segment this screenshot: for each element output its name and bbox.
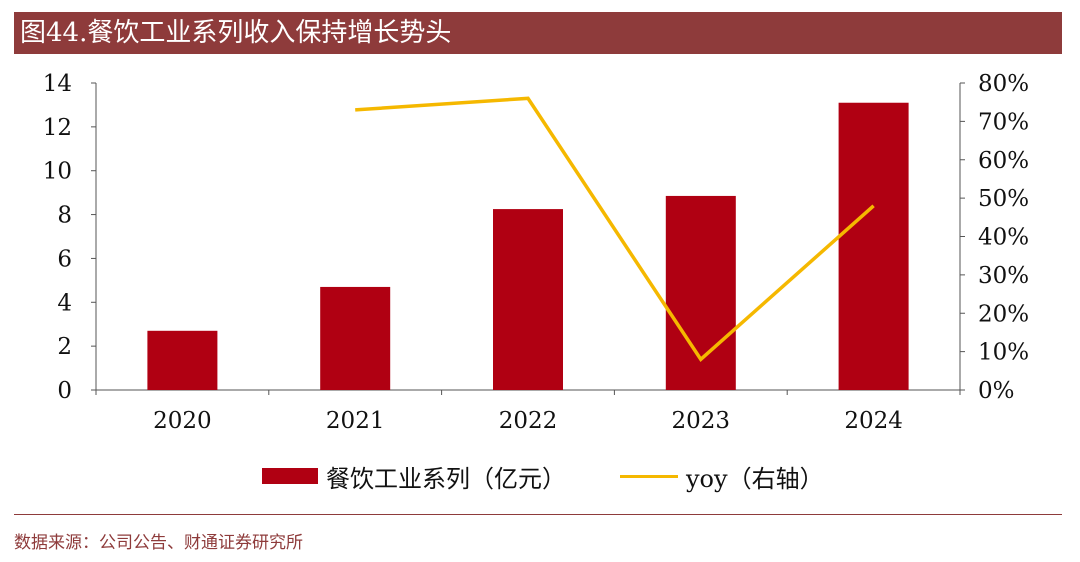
- source-note: 数据来源：公司公告、财通证券研究所: [14, 533, 303, 553]
- legend-bar-swatch: [262, 468, 318, 484]
- footer-divider: [14, 514, 1062, 515]
- right-axis-tick-label: 10%: [978, 340, 1029, 366]
- legend-line-swatch: [620, 474, 678, 478]
- chart-title: 图44.餐饮工业系列收入保持增长势头: [14, 12, 1062, 54]
- right-axis-tick-label: 60%: [978, 148, 1029, 174]
- left-axis-tick-label: 12: [43, 115, 72, 141]
- left-axis-tick-label: 14: [43, 71, 72, 97]
- right-axis-tick-label: 30%: [978, 263, 1029, 289]
- right-axis-tick-label: 50%: [978, 186, 1029, 212]
- x-axis-label: 2022: [499, 408, 558, 434]
- right-axis-tick-label: 70%: [978, 109, 1029, 135]
- left-axis-tick-label: 8: [57, 203, 72, 229]
- legend-line-label: yoy（右轴）: [686, 464, 824, 493]
- right-axis-tick-label: 80%: [978, 71, 1029, 97]
- x-axis-label: 2023: [672, 408, 731, 434]
- x-axis-label: 2024: [844, 408, 903, 434]
- legend-bar-label: 餐饮工业系列（亿元）: [326, 464, 566, 493]
- left-axis-tick-label: 4: [57, 290, 72, 316]
- bar-2022: [493, 209, 563, 390]
- x-axis-label: 2021: [326, 408, 385, 434]
- legend-item-line: yoy（右轴）: [620, 458, 824, 494]
- right-axis-tick-label: 40%: [978, 225, 1029, 251]
- bar-2021: [320, 286, 391, 390]
- left-axis-tick-label: 0: [57, 378, 72, 404]
- x-axis-label: 2020: [153, 408, 212, 434]
- left-axis-tick-label: 2: [57, 334, 72, 360]
- bar-2024: [838, 102, 909, 390]
- legend-item-bar: 餐饮工业系列（亿元）: [262, 458, 566, 494]
- left-axis-tick-label: 10: [43, 159, 72, 185]
- left-axis-tick-label: 6: [57, 246, 72, 272]
- bar-2020: [147, 330, 218, 390]
- right-axis-tick-label: 20%: [978, 301, 1029, 327]
- legend: 餐饮工业系列（亿元） yoy（右轴）: [0, 458, 1080, 494]
- yoy-line: [355, 96, 875, 362]
- right-axis-tick-label: 0%: [978, 378, 1015, 404]
- chart-canvas: 0 2 4 6 8 10 12 14 0% 10% 20% 30% 40% 50% 60% 70% 80% 202…: [43, 71, 1029, 434]
